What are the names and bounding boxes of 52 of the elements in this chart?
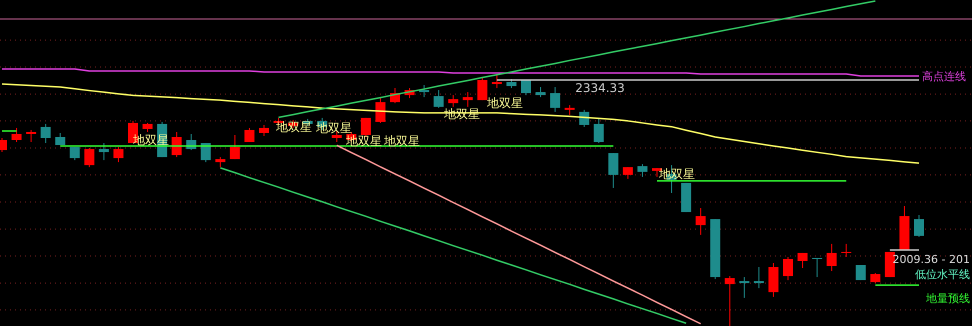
candlestick (12, 127, 22, 143)
candlestick (84, 148, 94, 168)
candlestick (113, 146, 124, 163)
candlestick (230, 134, 240, 160)
candlestick (215, 156, 226, 168)
candlestick (521, 80, 531, 96)
candlestick (506, 78, 516, 89)
candlestick (724, 276, 735, 326)
candlestick (259, 124, 269, 136)
candlestick (914, 214, 924, 238)
candlestick (798, 252, 808, 269)
annotation: 地量预线 (925, 292, 970, 305)
candlestick (492, 74, 502, 89)
annotation: 地双星 (315, 121, 352, 136)
candlestick (419, 84, 430, 98)
candlestick (870, 272, 880, 284)
candlestick (244, 127, 254, 143)
candlestick (739, 276, 750, 298)
series-label: 高点连线 (922, 70, 966, 83)
candlestick (142, 122, 153, 132)
candlestick (375, 96, 386, 124)
candlestick (360, 117, 371, 138)
candlestick (434, 90, 444, 108)
candlestick (172, 131, 182, 158)
candlestick (783, 256, 793, 281)
candlestick (637, 164, 648, 178)
annotation: 地双星 (658, 167, 695, 182)
annotation: 2334.33 (575, 81, 625, 96)
candlestick (754, 266, 764, 289)
candlestick (564, 104, 575, 116)
candlestick (536, 86, 546, 98)
candlestick (200, 142, 211, 163)
candlestick (841, 243, 852, 258)
annotation: 低位水平线 (915, 268, 970, 281)
candlestick (448, 94, 458, 108)
candlestick (550, 86, 560, 112)
candlestick (462, 92, 473, 108)
candlestick (55, 132, 66, 146)
candlestick (477, 78, 488, 101)
candlestick (26, 129, 36, 143)
candlestick (608, 152, 618, 188)
candlestick (826, 243, 837, 272)
candlestick (594, 117, 604, 144)
candlestick (812, 257, 822, 278)
annotation: 地双星 (486, 96, 523, 110)
candlestick (622, 166, 633, 180)
candlestick (40, 123, 51, 144)
candlestick (856, 264, 866, 281)
candlestick (696, 208, 706, 236)
candlestick (70, 146, 80, 161)
candlestick (98, 142, 109, 161)
annotation: 地双星 (383, 134, 420, 148)
